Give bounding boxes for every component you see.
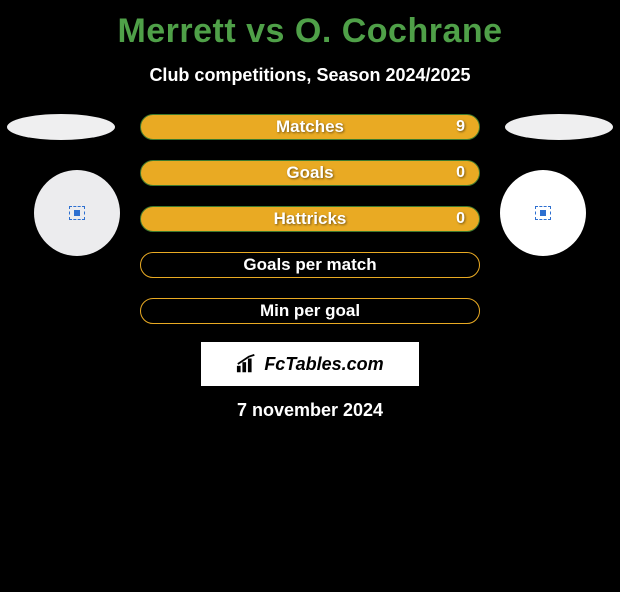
stat-row-goals-per-match: Goals per match <box>140 252 480 278</box>
placeholder-image-icon <box>69 206 85 220</box>
right-player-col <box>498 114 608 256</box>
date-text: 7 november 2024 <box>0 400 620 421</box>
stat-row-min-per-goal: Min per goal <box>140 298 480 324</box>
page-title: Merrett vs O. Cochrane <box>0 12 620 51</box>
subtitle: Club competitions, Season 2024/2025 <box>0 65 620 86</box>
stat-row-goals: Goals 0 <box>140 160 480 186</box>
stat-value: 0 <box>456 164 465 182</box>
left-player-col <box>12 114 122 256</box>
brand-chart-icon <box>236 354 258 374</box>
stat-value: 9 <box>456 118 465 136</box>
stat-label: Goals per match <box>243 255 376 275</box>
stat-row-hattricks: Hattricks 0 <box>140 206 480 232</box>
left-banner-oval <box>7 114 115 140</box>
placeholder-image-icon <box>535 206 551 220</box>
brand-box: FcTables.com <box>201 342 419 386</box>
right-player-avatar <box>500 170 586 256</box>
right-banner-oval <box>505 114 613 140</box>
stat-label: Min per goal <box>260 301 360 321</box>
stat-label: Hattricks <box>274 209 347 229</box>
left-player-avatar <box>34 170 120 256</box>
stat-row-matches: Matches 9 <box>140 114 480 140</box>
stat-label: Goals <box>286 163 333 183</box>
stats-column: Matches 9 Goals 0 Hattricks 0 Goals per … <box>140 114 480 324</box>
stat-value: 0 <box>456 210 465 228</box>
comparison-row: Matches 9 Goals 0 Hattricks 0 Goals per … <box>0 114 620 324</box>
brand-text: FcTables.com <box>264 354 383 375</box>
stat-label: Matches <box>276 117 344 137</box>
